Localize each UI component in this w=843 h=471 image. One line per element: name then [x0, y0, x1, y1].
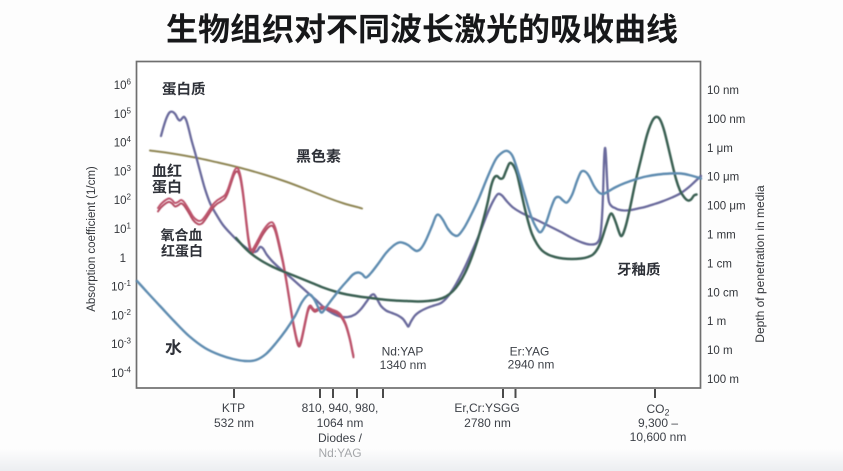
svg-text:CO2: CO2: [646, 402, 669, 418]
svg-text:10 cm: 10 cm: [707, 287, 738, 299]
svg-text:810, 940, 980,: 810, 940, 980,: [302, 401, 379, 415]
svg-text:Depth of penetration in media: Depth of penetration in media: [753, 185, 767, 343]
svg-text:9,300 –: 9,300 –: [638, 416, 678, 430]
svg-text:1 μm: 1 μm: [707, 143, 733, 155]
svg-text:Nd:YAG: Nd:YAG: [318, 446, 361, 460]
svg-text:Absorption coefficient (1/cm): Absorption coefficient (1/cm): [86, 166, 98, 312]
svg-text:Nd:YAP: Nd:YAP: [382, 345, 424, 359]
svg-text:1 cm: 1 cm: [707, 258, 732, 270]
svg-text:1064 nm: 1064 nm: [317, 416, 364, 430]
svg-text:532 nm: 532 nm: [214, 416, 254, 430]
svg-text:Diodes /: Diodes /: [318, 431, 363, 445]
svg-text:10 m: 10 m: [707, 345, 733, 357]
svg-text:100 μm: 100 μm: [707, 201, 746, 213]
svg-text:2940 nm: 2940 nm: [508, 358, 555, 372]
svg-text:1 mm: 1 mm: [707, 230, 736, 242]
svg-text:10,600 nm: 10,600 nm: [630, 430, 687, 444]
svg-text:Er,Cr:YSGG: Er,Cr:YSGG: [454, 401, 519, 415]
svg-text:1 m: 1 m: [707, 316, 726, 328]
svg-text:2780 nm: 2780 nm: [464, 416, 511, 430]
svg-text:100 nm: 100 nm: [707, 114, 745, 126]
svg-text:Er:YAG: Er:YAG: [510, 345, 550, 359]
svg-text:10 μm: 10 μm: [707, 172, 739, 184]
svg-text:10 nm: 10 nm: [707, 85, 739, 97]
svg-text:KTP: KTP: [222, 401, 245, 415]
svg-text:1: 1: [120, 253, 126, 265]
svg-text:1340 nm: 1340 nm: [380, 358, 427, 372]
svg-text:100 m: 100 m: [707, 374, 739, 386]
